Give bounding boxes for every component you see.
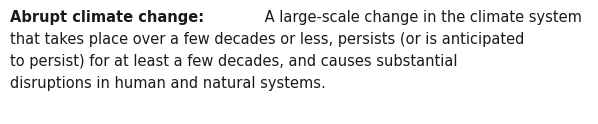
Text: that takes place over a few decades or less, persists (or is anticipated: that takes place over a few decades or l… [10,32,524,47]
Text: to persist) for at least a few decades, and causes substantial: to persist) for at least a few decades, … [10,54,457,69]
Text: Abrupt climate change:: Abrupt climate change: [10,10,204,25]
Text: disruptions in human and natural systems.: disruptions in human and natural systems… [10,76,326,91]
Text: A large-scale change in the climate system: A large-scale change in the climate syst… [261,10,582,25]
